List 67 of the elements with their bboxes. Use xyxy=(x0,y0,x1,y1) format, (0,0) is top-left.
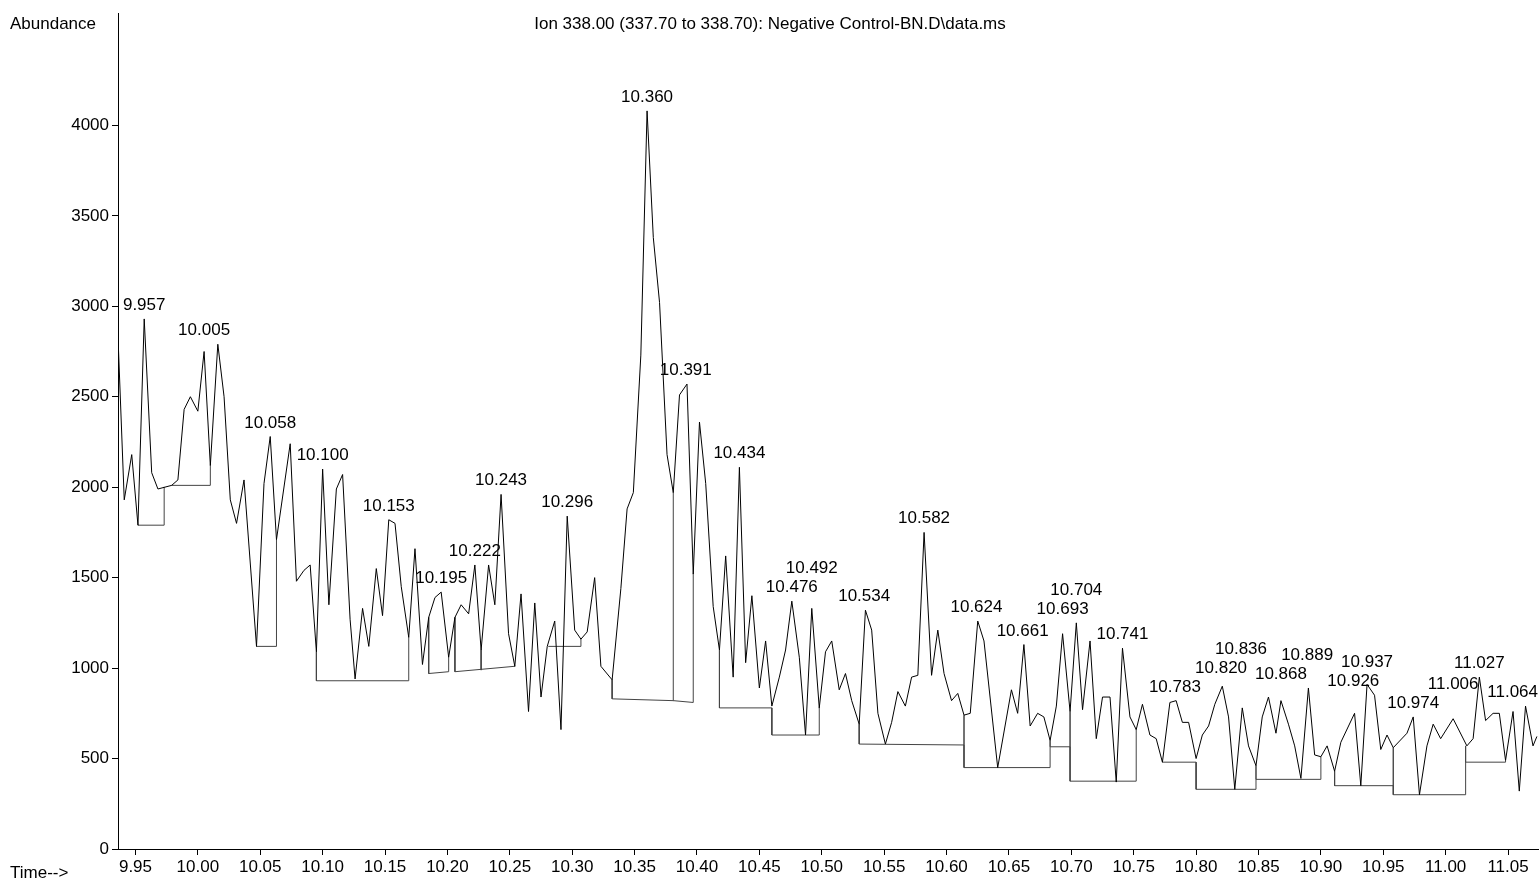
x-tick-label: 10.65 xyxy=(987,856,1031,876)
y-tick-label: 1500 xyxy=(71,567,109,587)
x-tick-label: 10.10 xyxy=(301,856,344,876)
annotation: 10.661 xyxy=(996,620,1049,640)
annotation: 10.836 xyxy=(1215,638,1268,658)
x-tick-label: 10.00 xyxy=(176,856,220,876)
annotation: 10.868 xyxy=(1254,663,1307,683)
annotation: 10.153 xyxy=(362,495,415,515)
x-tick-label: 10.55 xyxy=(862,856,906,876)
annotation: 10.974 xyxy=(1387,692,1440,712)
x-tick-label: 10.80 xyxy=(1174,856,1218,876)
x-axis-title: Time--> xyxy=(10,863,69,882)
x-tick-label: 10.85 xyxy=(1237,856,1280,876)
y-tick-label: 1000 xyxy=(71,657,109,677)
x-tick-label: 11.05 xyxy=(1487,856,1529,876)
annotation: 10.476 xyxy=(765,577,818,597)
annotation: 9.957 xyxy=(122,294,166,314)
y-tick-label: 0 xyxy=(99,838,109,858)
annotation: 10.937 xyxy=(1341,652,1394,672)
annotation: 10.534 xyxy=(838,586,891,606)
annotation: 10.704 xyxy=(1050,579,1103,599)
annotation: 10.296 xyxy=(541,492,594,512)
x-tick-label: 10.35 xyxy=(613,856,656,876)
y-tick-label: 500 xyxy=(80,748,109,768)
chart-title: Ion 338.00 (337.70 to 338.70): Negative Control-BN.D\data.ms xyxy=(534,14,1006,33)
annotation: 11.027 xyxy=(1453,653,1505,673)
x-tick-label: 10.45 xyxy=(738,856,781,876)
annotation: 10.222 xyxy=(448,540,501,560)
y-tick-label: 2500 xyxy=(71,386,109,406)
y-axis-title: Abundance xyxy=(10,14,97,33)
annotation: 10.889 xyxy=(1281,644,1334,664)
annotation: 10.195 xyxy=(415,568,468,588)
annotation: 10.434 xyxy=(713,443,766,463)
annotation: 10.926 xyxy=(1327,671,1380,691)
annotation: 10.100 xyxy=(296,445,349,465)
x-tick-label: 10.70 xyxy=(1050,856,1093,876)
annotation: 10.391 xyxy=(659,360,712,380)
annotation: 10.243 xyxy=(475,470,528,490)
x-tick-label: 10.60 xyxy=(925,856,968,876)
x-tick-label: 10.50 xyxy=(800,856,844,876)
x-tick-label: 10.15 xyxy=(363,856,407,876)
y-tick-label: 2000 xyxy=(71,476,109,496)
annotation: 10.058 xyxy=(244,412,297,432)
annotation: 10.624 xyxy=(950,597,1003,617)
x-tick-label: 11.00 xyxy=(1425,856,1467,876)
x-tick-label: 10.95 xyxy=(1362,856,1405,876)
y-tick-label: 3000 xyxy=(71,295,109,315)
x-tick-label: 10.75 xyxy=(1112,856,1155,876)
y-tick-label: 4000 xyxy=(71,115,109,135)
annotation: 10.783 xyxy=(1148,676,1201,696)
annotation: 10.582 xyxy=(898,508,951,528)
annotation: 11.064 xyxy=(1487,682,1538,702)
annotation: 10.360 xyxy=(621,86,674,106)
annotation: 10.005 xyxy=(178,320,231,340)
x-tick-label: 10.20 xyxy=(426,856,469,876)
annotation: 10.820 xyxy=(1195,657,1248,677)
annotation: 10.693 xyxy=(1036,598,1089,618)
x-tick-label: 9.95 xyxy=(118,856,153,876)
y-tick-label: 3500 xyxy=(71,205,109,225)
x-tick-label: 10.40 xyxy=(675,856,719,876)
x-tick-label: 10.90 xyxy=(1299,856,1343,876)
x-tick-label: 10.05 xyxy=(238,856,282,876)
x-tick-label: 10.25 xyxy=(488,856,532,876)
annotation: 10.741 xyxy=(1096,624,1149,644)
annotation: 10.492 xyxy=(785,558,838,578)
annotation: 11.006 xyxy=(1427,673,1479,693)
x-tick-label: 10.30 xyxy=(550,856,594,876)
